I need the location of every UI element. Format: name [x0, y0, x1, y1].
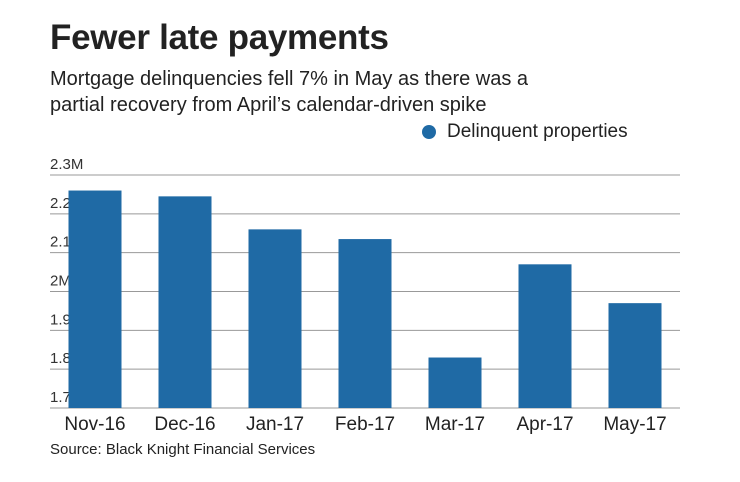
x-tick-label: Nov-16: [64, 414, 125, 435]
bar: [158, 196, 212, 408]
bar: [68, 190, 122, 408]
legend: Delinquent properties: [422, 121, 628, 143]
legend-swatch: [422, 125, 436, 139]
bars: [68, 190, 662, 408]
chart-title: Fewer late payments: [50, 18, 389, 57]
x-tick-label: Jan-17: [246, 414, 304, 435]
subtitle-line-1: Mortgage delinquencies fell 7% in May as…: [50, 68, 529, 90]
source-note: Source: Black Knight Financial Services: [50, 441, 316, 458]
bar: [248, 229, 302, 408]
x-tick-label: Mar-17: [425, 414, 485, 435]
x-tick-label: Apr-17: [516, 414, 573, 435]
x-tick-label: May-17: [603, 414, 666, 435]
bar: [338, 239, 392, 408]
legend-label: Delinquent properties: [447, 121, 628, 142]
x-tick-label: Dec-16: [154, 414, 215, 435]
bar: [608, 303, 662, 408]
chart-subtitle: Mortgage delinquencies fell 7% in May as…: [50, 66, 710, 118]
bar: [518, 264, 572, 408]
y-tick-label: 2M: [50, 273, 71, 290]
subtitle-line-2: partial recovery from April’s calendar-d…: [50, 94, 487, 116]
x-tick-label: Feb-17: [335, 414, 395, 435]
bar: [428, 357, 482, 408]
y-tick-label: 2.3M: [50, 156, 83, 173]
x-axis-ticks: Nov-16 Dec-16 Jan-17 Feb-17 Mar-17 Apr-17 May-…: [64, 414, 666, 435]
